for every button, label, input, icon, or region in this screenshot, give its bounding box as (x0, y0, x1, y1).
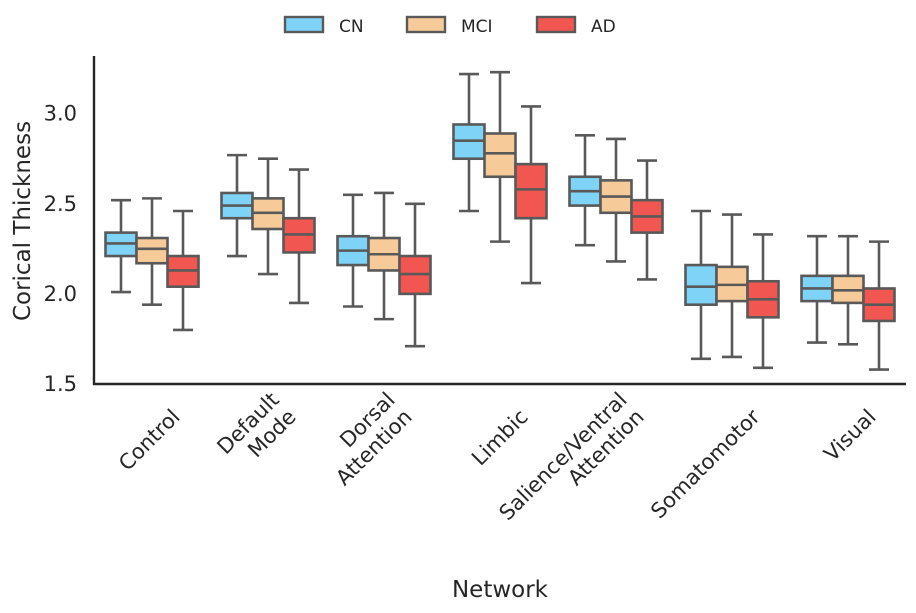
box-mci-6 (831, 234, 865, 346)
legend: CN MCI AD (283, 15, 616, 37)
box-ad-1 (282, 168, 316, 305)
iqr-box (684, 263, 718, 307)
legend-label: MCI (461, 17, 493, 37)
box-cn-3 (452, 72, 486, 213)
iqr-box (483, 132, 517, 179)
x-tick-label-line: Somatomotor (646, 404, 765, 523)
legend-swatch (405, 15, 447, 34)
x-tick-label: DefaultMode (212, 388, 300, 476)
y-tick-label: 2.0 (44, 282, 77, 306)
iqr-box (514, 162, 548, 220)
box-cn-5 (684, 209, 718, 361)
x-tick-label-line: Control (114, 405, 185, 476)
x-tick-label-line: Visual (819, 405, 880, 466)
legend-entry-cn: CN (283, 15, 364, 37)
x-tick-label: DorsalAttention (314, 388, 416, 490)
box-ad-6 (862, 240, 896, 371)
x-tick-label: Limbic (467, 405, 533, 471)
box-cn-0 (104, 198, 138, 294)
y-axis-title: Corical Thickness (10, 121, 36, 321)
box-mci-0 (135, 197, 169, 307)
y-tick-label: 1.5 (44, 372, 77, 396)
legend-swatch (283, 15, 325, 34)
x-tick-label: Somatomotor (646, 404, 765, 523)
y-tick-label: 2.5 (44, 192, 77, 216)
x-tick-label-line: Limbic (467, 405, 533, 471)
x-tick-label: Visual (819, 405, 880, 466)
box-mci-3 (483, 70, 517, 243)
box-cn-6 (800, 234, 834, 344)
box-ad-4 (630, 159, 664, 281)
legend-entry-ad: AD (535, 15, 616, 37)
legend-label: AD (591, 17, 616, 37)
plot-area (104, 70, 896, 371)
box-cn-1 (220, 153, 254, 258)
x-tick-label: Control (114, 405, 185, 476)
legend-label: CN (339, 17, 364, 37)
box-mci-1 (251, 157, 285, 276)
box-cn-4 (568, 133, 602, 247)
box-mci-4 (599, 137, 633, 263)
box-ad-2 (398, 202, 432, 348)
box-ad-5 (746, 233, 780, 370)
box-mci-2 (367, 191, 401, 321)
legend-swatch (535, 15, 577, 34)
iqr-box (135, 236, 169, 265)
x-axis-title: Network (452, 577, 549, 603)
box-ad-3 (514, 105, 548, 285)
y-tick-label: 3.0 (44, 102, 77, 126)
legend-entry-mci: MCI (405, 15, 493, 37)
box-cn-2 (336, 193, 370, 308)
box-ad-0 (166, 209, 200, 332)
box-mci-5 (715, 213, 749, 359)
